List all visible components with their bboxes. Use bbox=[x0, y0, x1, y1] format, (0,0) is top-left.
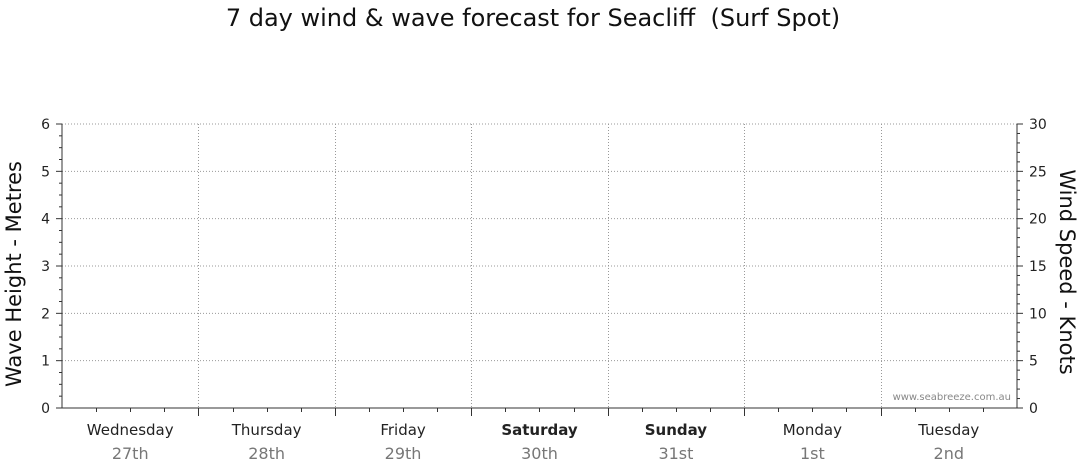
y-left-tick-label: 4 bbox=[41, 212, 50, 228]
day-date-label: 2nd bbox=[934, 444, 964, 463]
y-left-tick-label: 0 bbox=[41, 401, 50, 417]
day-date-label: 28th bbox=[248, 444, 285, 463]
day-name-label: Monday bbox=[783, 421, 842, 439]
y-left-tick-label: 1 bbox=[41, 354, 50, 370]
y-left-tick-label: 3 bbox=[41, 259, 50, 275]
y-right-tick-label: 10 bbox=[1029, 306, 1047, 322]
day-name-label: Thursday bbox=[231, 421, 302, 439]
chart-title: 7 day wind & wave forecast for Seacliff … bbox=[225, 4, 841, 32]
axes bbox=[56, 123, 1023, 416]
y-right-tick-label: 0 bbox=[1029, 401, 1038, 417]
day-date-label: 30th bbox=[521, 444, 558, 463]
y-left-tick-label: 5 bbox=[41, 164, 50, 180]
axis-labels: 0 1 2 3 4 5 6 0 5 10 15 20 25 30 Wednesday 27th Thursday… bbox=[2, 117, 1079, 463]
y-right-tick-label: 15 bbox=[1029, 259, 1047, 275]
y-right-axis-title: Wind Speed - Knots bbox=[1055, 169, 1079, 374]
day-date-label: 29th bbox=[385, 444, 422, 463]
watermark-text: www.seabreeze.com.au bbox=[893, 392, 1011, 403]
day-date-label: 1st bbox=[800, 444, 825, 463]
y-left-tick-label: 6 bbox=[41, 117, 50, 133]
day-name-label: Friday bbox=[380, 421, 426, 439]
day-name-label: Wednesday bbox=[87, 421, 174, 439]
y-right-tick-label: 30 bbox=[1029, 117, 1047, 133]
day-date-label: 31st bbox=[658, 444, 693, 463]
day-date-label: 27th bbox=[112, 444, 149, 463]
y-right-tick-label: 25 bbox=[1029, 164, 1047, 180]
y-left-axis-title: Wave Height - Metres bbox=[2, 161, 26, 387]
y-right-tick-label: 20 bbox=[1029, 212, 1047, 228]
day-name-label: Saturday bbox=[501, 421, 578, 439]
day-name-label: Tuesday bbox=[917, 421, 979, 439]
y-left-tick-label: 2 bbox=[41, 306, 50, 322]
day-name-label: Sunday bbox=[645, 421, 708, 439]
y-right-tick-label: 5 bbox=[1029, 354, 1038, 370]
grid-lines bbox=[62, 123, 1017, 408]
